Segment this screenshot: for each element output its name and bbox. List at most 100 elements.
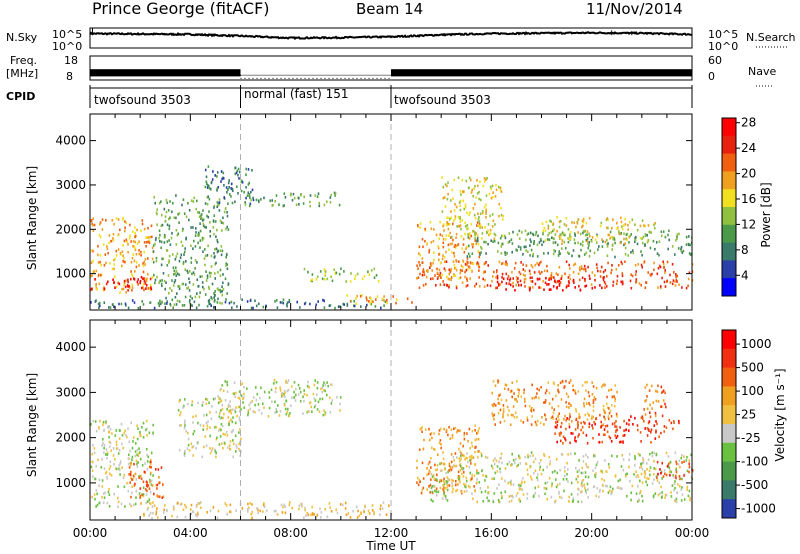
velocity-echo-cell	[205, 413, 208, 417]
power-echo-cell	[617, 264, 620, 267]
power-echo-cell	[429, 220, 432, 224]
power-echo-cell	[584, 285, 586, 288]
velocity-echo-cell	[661, 414, 664, 418]
power-echo-cell	[574, 286, 576, 289]
velocity-echo-cell	[91, 495, 93, 499]
power-echo-cell	[123, 283, 125, 287]
velocity-echo-cell	[583, 402, 585, 405]
velocity-echo-cell	[559, 495, 561, 499]
velocity-echo-cell	[428, 427, 430, 431]
velocity-echo-cell	[430, 478, 432, 481]
power-echo-cell	[597, 248, 599, 251]
power-echo-cell	[462, 199, 465, 203]
velocity-echo-cell	[648, 469, 651, 472]
power-echo-cell	[96, 288, 98, 291]
velocity-echo-cell	[578, 488, 580, 491]
power-echo-cell	[418, 245, 421, 249]
power-echo-cell	[574, 232, 576, 235]
power-echo-cell	[192, 200, 195, 203]
velocity-echo-cell	[140, 434, 142, 437]
power-echo-cell	[602, 240, 604, 243]
power-echo-cell	[189, 299, 191, 302]
power-echo-cell	[508, 282, 510, 285]
velocity-echo-cell	[649, 411, 651, 414]
velocity-echo-cell	[607, 491, 610, 494]
power-echo-cell	[441, 176, 443, 179]
power-echo-cell	[613, 236, 615, 240]
velocity-echo-cell	[586, 418, 589, 421]
power-echo-cell	[534, 233, 537, 237]
power-echo-cell	[185, 237, 187, 241]
power-echo-cell	[572, 249, 575, 252]
velocity-echo-cell	[416, 476, 419, 480]
power-echo-cell	[554, 233, 557, 236]
velocity-echo-cell	[519, 487, 522, 491]
velocity-echo-cell	[601, 385, 603, 389]
velocity-echo-cell	[188, 449, 191, 452]
power-echo-cell	[671, 245, 674, 248]
velocity-echo-cell	[649, 466, 652, 469]
velocity-echo-cell	[431, 485, 434, 488]
power-echo-cell	[248, 181, 251, 185]
power-echo-cell	[236, 169, 239, 173]
power-echo-cell	[629, 279, 632, 283]
power-echo-cell	[215, 247, 218, 251]
power-echo-cell	[317, 300, 319, 303]
power-echo-cell	[340, 267, 342, 271]
power-echo-cell	[500, 213, 503, 217]
velocity-echo-cell	[136, 448, 139, 452]
power-echo-cell	[204, 254, 207, 258]
power-echo-cell	[162, 272, 165, 275]
velocity-echo-cell	[437, 490, 440, 494]
power-echo-cell	[190, 303, 192, 307]
power-echo-cell	[417, 276, 420, 279]
power-echo-cell	[143, 227, 146, 231]
power-echo-cell	[583, 267, 585, 271]
velocity-echo-cell	[657, 400, 660, 403]
power-echo-cell	[127, 278, 129, 282]
power-echo-cell	[544, 229, 547, 232]
power-echo-cell	[204, 248, 206, 251]
power-echo-cell	[354, 274, 357, 278]
power-echo-cell	[226, 191, 228, 194]
power-echo-cell	[558, 220, 561, 224]
velocity-echo-cell	[522, 493, 525, 496]
velocity-echo-cell	[595, 386, 598, 390]
power-echo-cell	[241, 298, 243, 301]
power-echo-cell	[464, 203, 467, 206]
velocity-echo-cell	[641, 468, 644, 471]
velocity-echo-cell	[544, 492, 546, 496]
velocity-echo-cell	[617, 486, 620, 489]
power-echo-cell	[145, 284, 148, 287]
power-echo-cell	[274, 300, 276, 303]
power-echo-cell	[386, 301, 388, 305]
power-echo-cell	[133, 245, 135, 248]
velocity-echo-cell	[680, 456, 682, 460]
velocity-echo-cell	[558, 390, 560, 394]
power-echo-cell	[199, 239, 202, 242]
power-echo-cell	[477, 212, 479, 216]
power-echo-cell	[224, 300, 227, 304]
velocity-echo-cell	[560, 425, 562, 429]
power-echo-cell	[147, 226, 149, 230]
power-echo-cell	[688, 252, 691, 255]
power-echo-cell	[470, 178, 472, 182]
power-echo-cell	[638, 282, 641, 285]
velocity-echo-cell	[551, 397, 554, 401]
velocity-echo-cell	[568, 381, 571, 384]
time-tick-label-3: 12:00	[374, 526, 409, 540]
power-echo-cell	[515, 283, 517, 287]
velocity-echo-cell	[595, 472, 597, 475]
power-echo-cell	[558, 284, 561, 287]
power-ylabel: Slant Range [km]	[25, 166, 39, 270]
power-echo-cell	[479, 212, 482, 216]
power-echo-cell	[657, 266, 660, 270]
power-echo-cell	[173, 281, 176, 284]
power-echo-cell	[175, 216, 177, 220]
velocity-echo-cell	[352, 509, 354, 513]
power-echo-cell	[211, 178, 214, 181]
power-echo-cell	[431, 269, 433, 272]
velocity-echo-cell	[92, 419, 94, 423]
power-echo-cell	[114, 257, 116, 261]
velocity-echo-cell	[160, 466, 163, 469]
